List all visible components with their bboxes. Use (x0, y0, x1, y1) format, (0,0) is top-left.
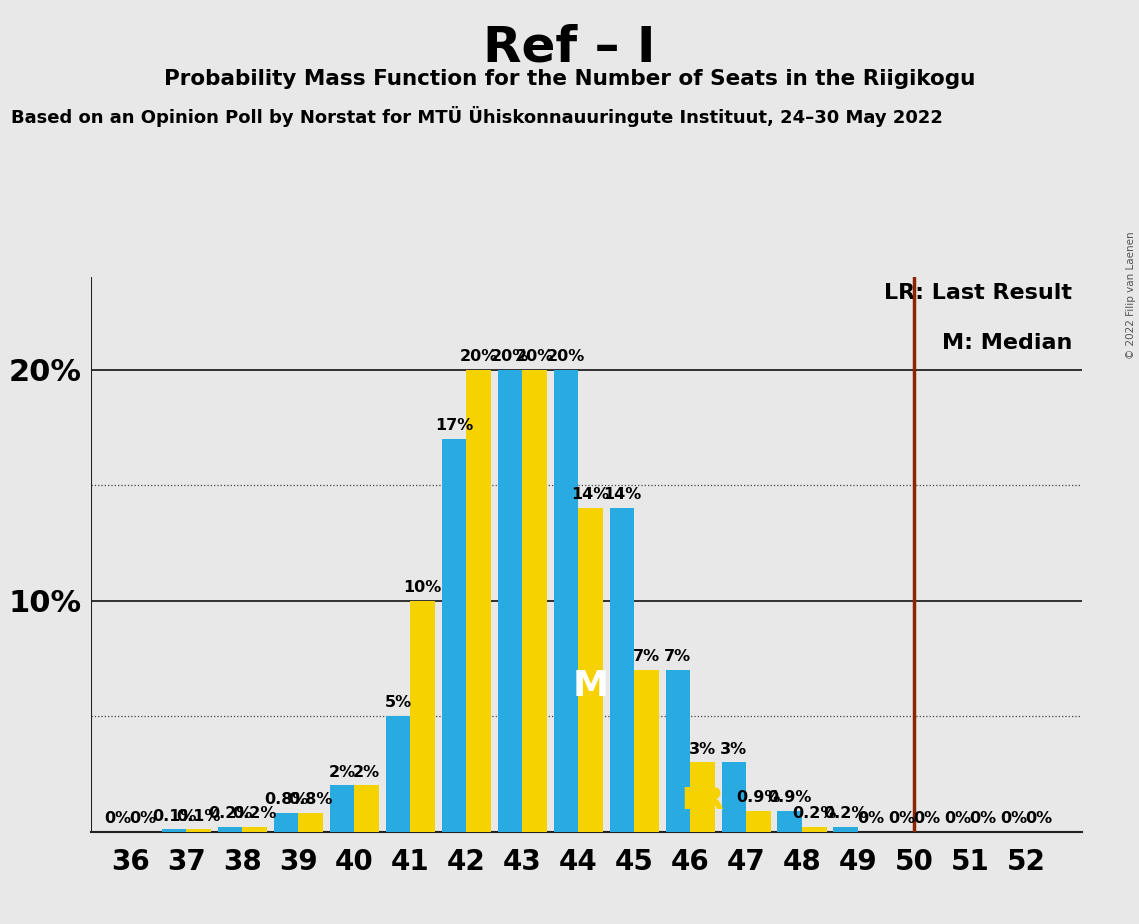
Text: 0%: 0% (129, 811, 156, 826)
Text: 0%: 0% (969, 811, 995, 826)
Bar (665, 670, 690, 832)
Bar (690, 762, 715, 832)
Text: LR: Last Result: LR: Last Result (884, 283, 1072, 303)
Text: 0.1%: 0.1% (177, 808, 221, 823)
Bar (579, 508, 603, 832)
Bar (778, 811, 802, 832)
Bar (243, 827, 267, 832)
Text: 20%: 20% (547, 349, 585, 364)
Bar (218, 827, 243, 832)
Text: 20%: 20% (459, 349, 498, 364)
Text: 17%: 17% (435, 419, 473, 433)
Text: Ref – I: Ref – I (483, 23, 656, 71)
Text: 20%: 20% (491, 349, 528, 364)
Text: 0%: 0% (1000, 811, 1027, 826)
Text: 5%: 5% (384, 696, 411, 711)
Text: 0%: 0% (105, 811, 132, 826)
Text: 2%: 2% (353, 765, 380, 780)
Bar (442, 439, 466, 832)
Text: 7%: 7% (664, 650, 691, 664)
Text: 0.2%: 0.2% (793, 807, 837, 821)
Text: Based on an Opinion Poll by Norstat for MTÜ Ühiskonnauuringute Instituut, 24–30 : Based on an Opinion Poll by Norstat for … (11, 106, 943, 128)
Text: 0.2%: 0.2% (823, 807, 868, 821)
Text: 2%: 2% (328, 765, 355, 780)
Bar (802, 827, 827, 832)
Text: 0.8%: 0.8% (264, 793, 309, 808)
Bar (386, 716, 410, 832)
Bar (329, 785, 354, 832)
Text: M: M (573, 669, 608, 703)
Bar (354, 785, 379, 832)
Bar (187, 830, 211, 832)
Text: 14%: 14% (572, 488, 609, 503)
Bar (498, 370, 522, 832)
Text: 20%: 20% (515, 349, 554, 364)
Text: 0%: 0% (1025, 811, 1052, 826)
Bar (298, 813, 322, 832)
Text: 0.9%: 0.9% (768, 790, 812, 805)
Text: 0%: 0% (912, 811, 940, 826)
Bar (634, 670, 658, 832)
Text: Probability Mass Function for the Number of Seats in the Riigikogu: Probability Mass Function for the Number… (164, 69, 975, 90)
Text: 14%: 14% (603, 488, 641, 503)
Bar (609, 508, 634, 832)
Text: 0%: 0% (944, 811, 972, 826)
Bar (721, 762, 746, 832)
Text: 0%: 0% (888, 811, 916, 826)
Bar (522, 370, 547, 832)
Text: 0%: 0% (857, 811, 884, 826)
Bar (410, 601, 435, 832)
Text: 7%: 7% (633, 650, 661, 664)
Text: 0.2%: 0.2% (232, 807, 277, 821)
Text: 0.1%: 0.1% (151, 808, 196, 823)
Bar (834, 827, 858, 832)
Text: © 2022 Filip van Laenen: © 2022 Filip van Laenen (1125, 231, 1136, 359)
Text: 3%: 3% (689, 742, 716, 757)
Text: M: Median: M: Median (942, 333, 1072, 353)
Bar (466, 370, 491, 832)
Text: 10%: 10% (403, 580, 442, 595)
Text: 0.8%: 0.8% (288, 793, 333, 808)
Bar (554, 370, 579, 832)
Text: 3%: 3% (720, 742, 747, 757)
Bar (746, 811, 771, 832)
Text: LR: LR (681, 786, 724, 815)
Bar (273, 813, 298, 832)
Bar (162, 830, 187, 832)
Text: 0.2%: 0.2% (207, 807, 252, 821)
Text: 0.9%: 0.9% (736, 790, 780, 805)
